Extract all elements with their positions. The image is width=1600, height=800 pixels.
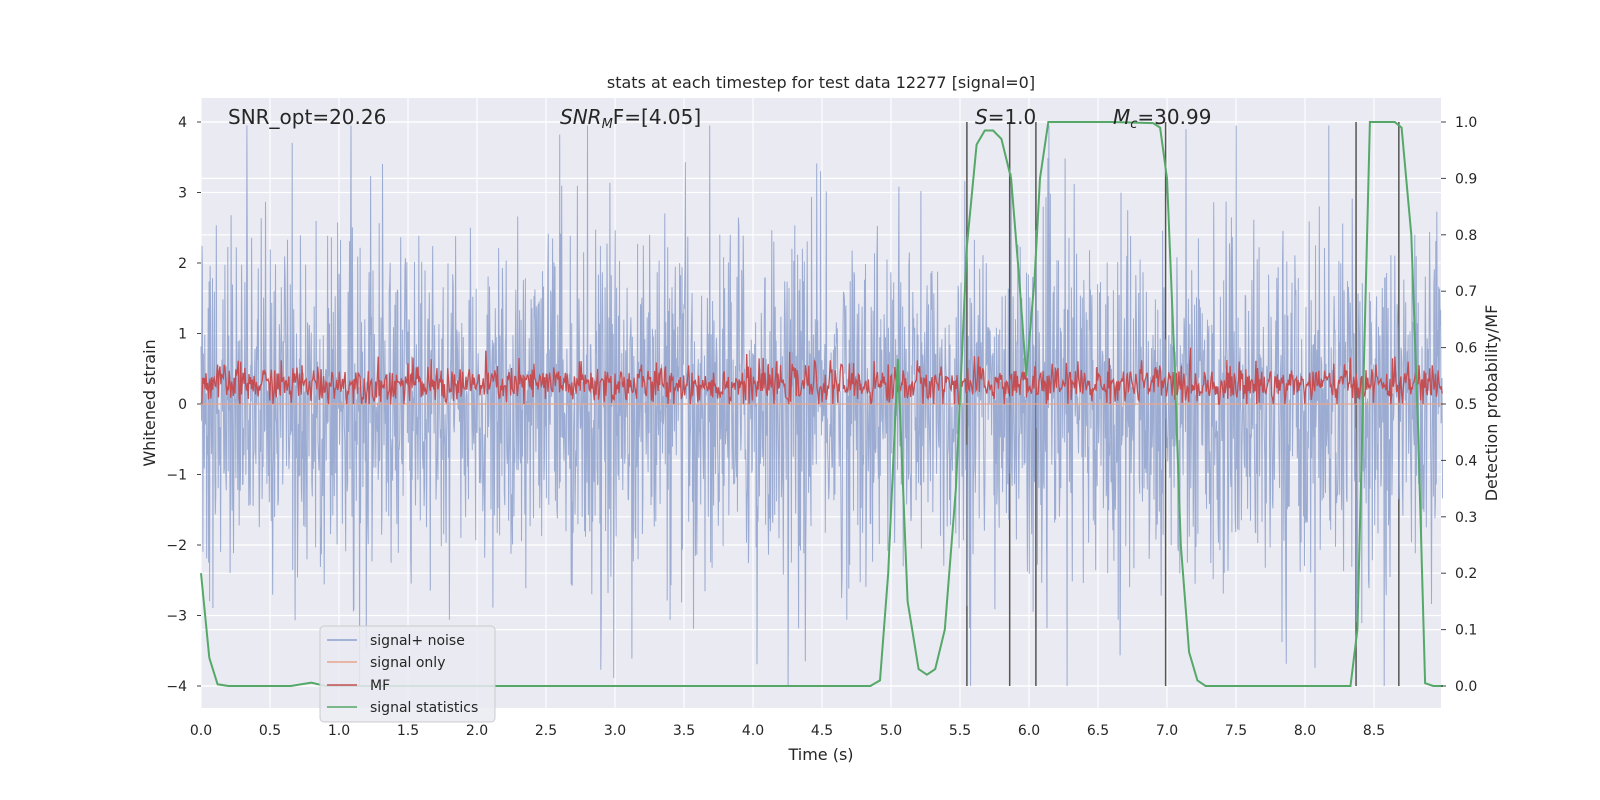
snr-opt-annotation: SNR_opt=20.26 xyxy=(228,105,386,129)
y2-tick-label: 1.0 xyxy=(1455,115,1477,131)
legend-label-signal-statistics: signal statistics xyxy=(370,700,478,716)
s-annotation: S=1.0 xyxy=(975,105,1036,129)
x-tick-label: 2.0 xyxy=(466,723,488,739)
y2-tick-labels: 1.0 0.9 0.8 0.7 0.6 0.5 0.4 0.3 0.2 0.1 0.0 xyxy=(1441,115,1477,695)
snr-mf-annotation: SNRMF=[4.05] xyxy=(560,105,701,132)
y-tick-label: −2 xyxy=(166,538,187,554)
y2-tick-label: 0.5 xyxy=(1455,397,1477,413)
y2-tick-label: 0.6 xyxy=(1455,341,1477,357)
x-tick-label: 7.5 xyxy=(1225,723,1247,739)
s-rest: =1.0 xyxy=(988,105,1037,129)
snr-mf-sub: M xyxy=(602,117,613,132)
x-tick-label: 5.5 xyxy=(949,723,971,739)
y-tick-label: 2 xyxy=(178,256,187,272)
x-tick-label: 8.5 xyxy=(1363,723,1385,739)
legend-label-signal-only: signal only xyxy=(370,655,445,671)
x-tick-label: 1.5 xyxy=(397,723,419,739)
snr-mf-base: SNR xyxy=(560,105,602,129)
y2-tick-label: 0.3 xyxy=(1455,510,1477,526)
y-tick-label: 0 xyxy=(178,397,187,413)
legend: signal+ noise signal only MF signal stat… xyxy=(319,625,496,723)
x-tick-label: 6.5 xyxy=(1087,723,1109,739)
snr-mf-rest: F=[4.05] xyxy=(613,105,701,129)
mc-rest: =30.99 xyxy=(1137,105,1211,129)
y2-tick-label: 0.9 xyxy=(1455,171,1477,187)
x-tick-label: 1.0 xyxy=(328,723,350,739)
x-axis-label: Time (s) xyxy=(787,745,853,764)
y-tick-label: 4 xyxy=(178,115,187,131)
mc-sub: c xyxy=(1130,117,1137,132)
mf-line xyxy=(200,347,1443,405)
x-tick-label: 4.5 xyxy=(811,723,833,739)
legend-label-signal-noise: signal+ noise xyxy=(370,633,465,649)
y-axis-label: Whitened strain xyxy=(140,339,159,466)
x-tick-label: 8.0 xyxy=(1294,723,1316,739)
y-tick-label: 1 xyxy=(178,327,187,343)
y2-tick-label: 0.8 xyxy=(1455,228,1477,244)
x-tick-label: 7.0 xyxy=(1156,723,1178,739)
x-tick-labels: 0.0 0.5 1.0 1.5 2.0 2.5 3.0 3.5 4.0 4.5 5.0 5.5 6.0 6… xyxy=(190,723,1385,739)
x-tick-label: 4.0 xyxy=(742,723,764,739)
signal-statistics-series xyxy=(200,121,1443,687)
y2-tick-label: 0.4 xyxy=(1455,453,1477,469)
y2-tick-label: 0.7 xyxy=(1455,284,1477,300)
y-tick-label: −4 xyxy=(166,679,187,695)
mc-italic: M xyxy=(1113,105,1130,129)
y-tick-labels: 4 3 2 1 0 −1 −2 −3 −4 xyxy=(166,115,201,695)
x-tick-label: 0.5 xyxy=(259,723,281,739)
x-tick-label: 3.5 xyxy=(673,723,695,739)
y-tick-label: −3 xyxy=(166,609,187,625)
x-tick-label: 6.0 xyxy=(1018,723,1040,739)
s-italic: S xyxy=(975,105,988,129)
x-tick-label: 5.0 xyxy=(880,723,902,739)
mf-series xyxy=(200,347,1443,405)
mc-annotation: Mc=30.99 xyxy=(1113,105,1211,132)
x-tick-label: 0.0 xyxy=(190,723,212,739)
y2-axis-label: Detection probability/MF xyxy=(1482,305,1501,502)
x-tick-label: 3.0 xyxy=(604,723,626,739)
y2-tick-label: 0.1 xyxy=(1455,623,1477,639)
signal-statistics-line xyxy=(200,121,1443,687)
legend-box xyxy=(319,625,496,723)
y2-tick-label: 0.2 xyxy=(1455,566,1477,582)
chart-title: stats at each timestep for test data 122… xyxy=(607,73,1035,92)
x-tick-label: 2.5 xyxy=(535,723,557,739)
legend-label-mf: MF xyxy=(370,678,390,694)
y-tick-label: −1 xyxy=(166,468,187,484)
y2-tick-label: 0.0 xyxy=(1455,679,1477,695)
y-tick-label: 3 xyxy=(178,186,187,202)
